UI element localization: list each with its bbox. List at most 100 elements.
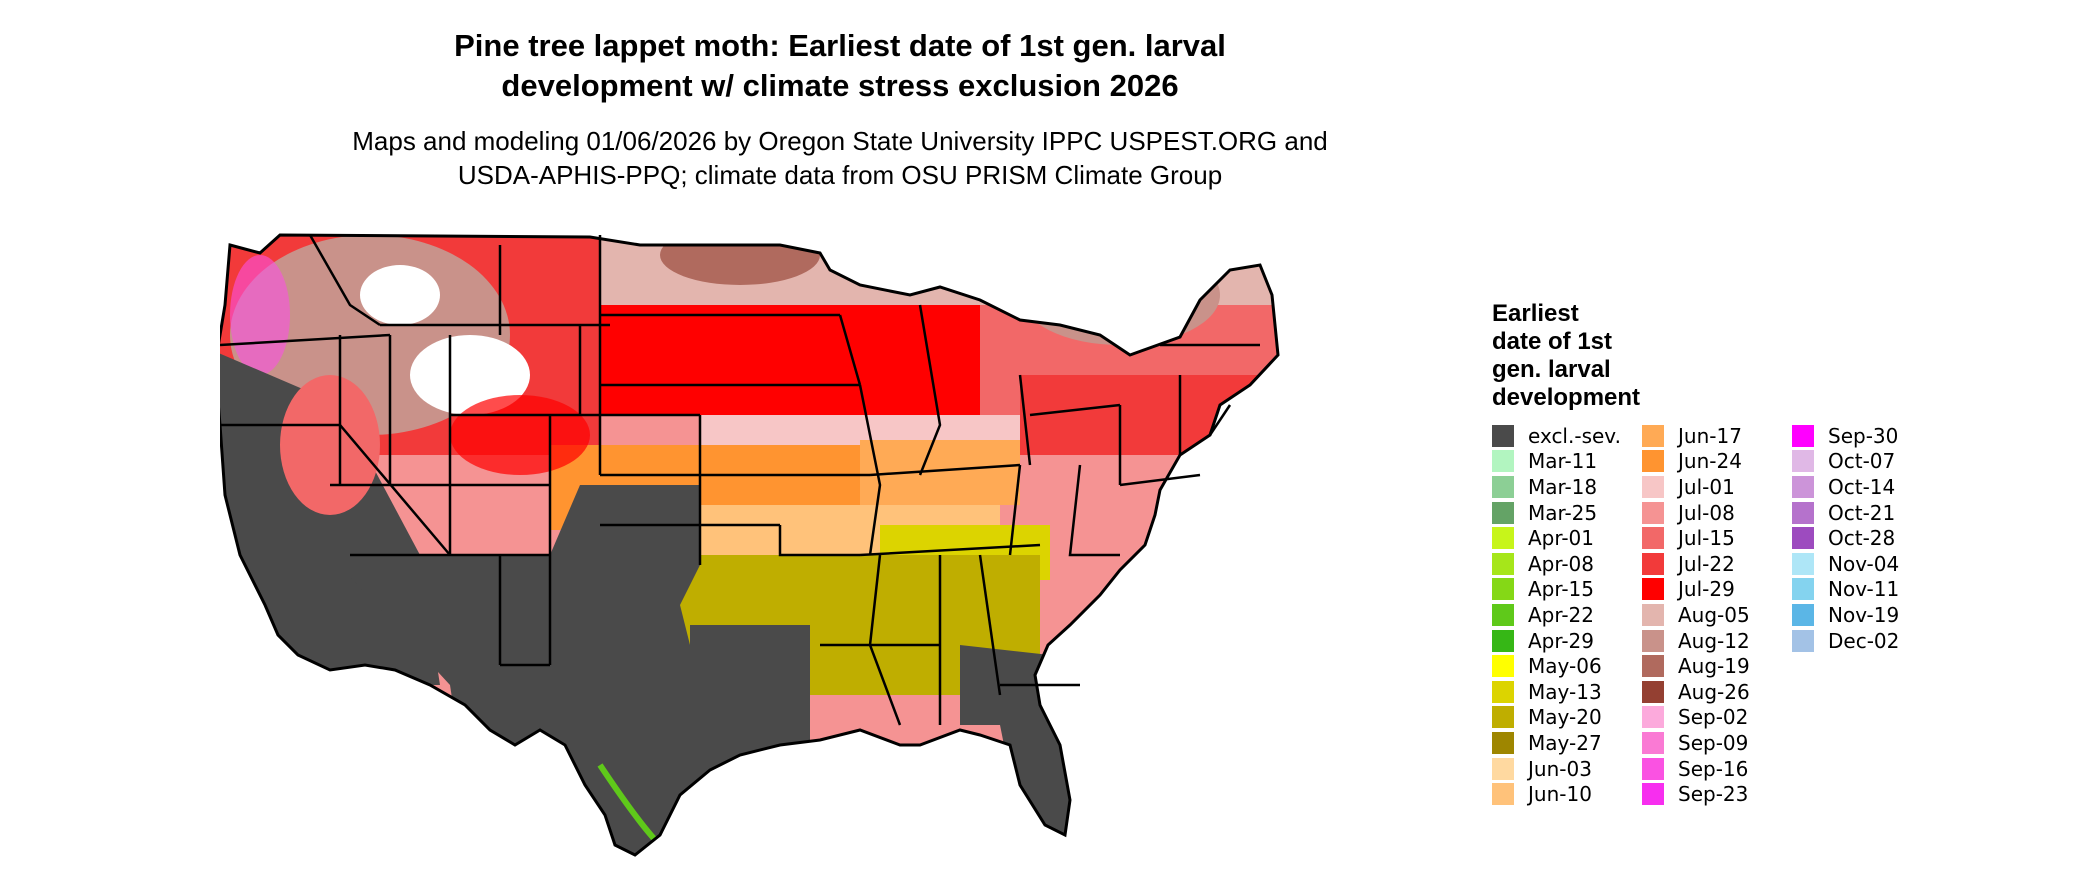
legend-swatch [1792,450,1814,473]
legend-item: Sep-09 [1642,730,1792,756]
legend-swatch [1642,655,1664,678]
legend-label: Nov-04 [1828,551,1900,576]
legend-swatch [1492,527,1514,550]
legend-item: Dec-02 [1792,628,1942,654]
legend-label: Apr-22 [1528,602,1594,627]
legend-swatch [1642,783,1664,806]
legend-label: Sep-09 [1678,730,1749,755]
map-subtitle: Maps and modeling 01/06/2026 by Oregon S… [300,124,1380,192]
legend-label: Sep-23 [1678,782,1749,807]
legend-label: Oct-14 [1828,474,1896,499]
legend-item: Mar-25 [1492,500,1642,526]
legend-label: Apr-08 [1528,551,1594,576]
legend-swatch [1492,680,1514,703]
legend-item: Jun-10 [1492,781,1642,807]
legend-swatch [1642,578,1664,601]
legend-swatch [1492,731,1514,754]
legend-item: Apr-22 [1492,602,1642,628]
legend-label: Aug-19 [1678,654,1750,679]
legend-title-line2: date of 1st [1492,328,1613,355]
legend-item: Oct-07 [1792,449,1942,475]
legend-label: Jun-17 [1678,423,1742,448]
legend-item: Nov-19 [1792,602,1942,628]
legend-swatch [1792,578,1814,601]
legend-item: Jul-15 [1642,525,1792,551]
legend-item: Sep-23 [1642,781,1792,807]
legend-label: Oct-07 [1828,449,1896,474]
legend-label: Jun-24 [1678,449,1742,474]
legend-title-line4: development [1492,384,1641,411]
legend-swatch [1492,706,1514,729]
legend-swatch [1642,731,1664,754]
legend-title-line1: Earliest [1492,300,1579,327]
legend-label: May-06 [1528,654,1602,679]
legend-item: Mar-18 [1492,474,1642,500]
legend-swatch [1642,629,1664,652]
legend-swatch [1492,757,1514,780]
legend-swatch [1492,603,1514,626]
legend-label: Jul-22 [1678,551,1735,576]
legend-label: Mar-25 [1528,500,1598,525]
us-map [220,233,1280,857]
legend-item: Jun-03 [1492,756,1642,782]
legend-item: Aug-19 [1642,653,1792,679]
legend-label: May-27 [1528,730,1602,755]
legend-item: Sep-16 [1642,756,1792,782]
legend-label: Nov-19 [1828,602,1900,627]
legend-column: Sep-30 Oct-07 Oct-14 Oct-21 Oct-28 Nov-04 Nov-… [1792,423,1942,653]
legend-label: Dec-02 [1828,628,1900,653]
legend-item: Nov-11 [1792,577,1942,603]
legend-swatch [1792,552,1814,575]
legend-item: May-20 [1492,705,1642,731]
legend-swatch [1792,501,1814,524]
legend-label: Sep-30 [1828,423,1899,448]
legend-item: May-06 [1492,653,1642,679]
legend-label: Nov-11 [1828,577,1900,602]
legend-label: Oct-21 [1828,500,1896,525]
legend-label: Aug-12 [1678,628,1750,653]
legend-swatch [1492,450,1514,473]
legend-swatch [1792,424,1814,447]
legend-swatch [1492,552,1514,575]
legend-swatch [1642,424,1664,447]
legend-swatch [1492,655,1514,678]
legend-item: Oct-28 [1792,525,1942,551]
legend-swatch [1492,629,1514,652]
legend-label: Aug-26 [1678,679,1750,704]
legend-item: Oct-21 [1792,500,1942,526]
legend-label: Jul-15 [1678,526,1735,551]
legend-item: Apr-01 [1492,525,1642,551]
legend-item: May-27 [1492,730,1642,756]
legend-label: Jul-08 [1678,500,1735,525]
legend-item: Jul-29 [1642,577,1792,603]
legend-title-line3: gen. larval [1492,356,1611,383]
legend-swatch [1642,501,1664,524]
legend-label: May-20 [1528,705,1602,730]
legend-item: Oct-14 [1792,474,1942,500]
legend-item: Jun-17 [1642,423,1792,449]
legend-item: excl.-sev. [1492,423,1642,449]
legend-title: Earliest date of 1st gen. larval develop… [1492,300,1692,412]
legend-item: Jun-24 [1642,449,1792,475]
legend-swatch [1492,475,1514,498]
legend-label: Sep-02 [1678,705,1749,730]
legend-label: Apr-01 [1528,526,1594,551]
legend-label: Aug-05 [1678,602,1750,627]
legend-swatch [1792,603,1814,626]
legend-swatch [1792,527,1814,550]
map-title: Pine tree lappet moth: Earliest date of … [300,26,1380,106]
legend-item: Sep-02 [1642,705,1792,731]
legend-swatch [1642,757,1664,780]
legend-column: Jun-17 Jun-24 Jul-01 Jul-08 Jul-15 Jul-22 Jul-… [1642,423,1792,807]
legend-label: Oct-28 [1828,526,1896,551]
legend-item: May-13 [1492,679,1642,705]
legend-item: Mar-11 [1492,449,1642,475]
legend-swatch [1642,475,1664,498]
us-outline [220,233,1280,857]
legend-item: Aug-26 [1642,679,1792,705]
legend-swatch [1492,783,1514,806]
legend-item: Apr-08 [1492,551,1642,577]
legend-item: Nov-04 [1792,551,1942,577]
legend-item: Sep-30 [1792,423,1942,449]
map-subtitle-line1: Maps and modeling 01/06/2026 by Oregon S… [352,126,1328,156]
